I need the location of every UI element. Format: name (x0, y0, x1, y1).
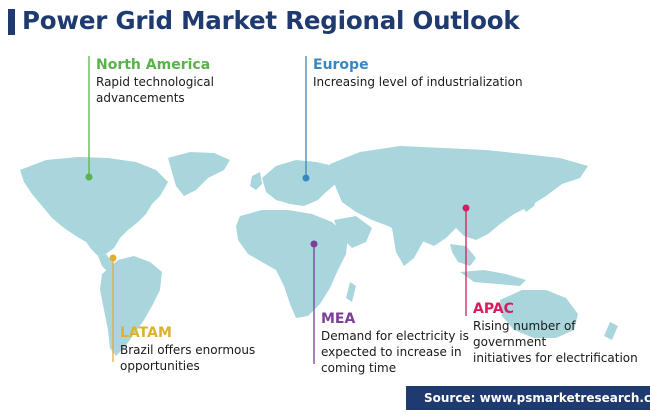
latam-callout: LATAM Brazil offers enormous opportuniti… (120, 324, 255, 374)
mea-description: Demand for electricity is expected to in… (321, 329, 469, 375)
india-shape (392, 226, 424, 266)
north-america-shape (20, 157, 168, 256)
madagascar-shape (346, 282, 356, 302)
north-america-description: Rapid technological advancements (96, 75, 214, 105)
arabia-shape (334, 216, 372, 248)
europe-marker (302, 174, 310, 182)
apac-callout: APAC Rising number of government initiat… (473, 300, 650, 366)
north-america-callout: North America Rapid technological advanc… (96, 56, 214, 106)
europe-description: Increasing level of industrialization (313, 75, 523, 89)
continents (20, 146, 618, 356)
latam-description: Brazil offers enormous opportunities (120, 343, 256, 373)
apac-marker (462, 204, 470, 212)
latam-marker (109, 254, 117, 262)
uk-shape (250, 172, 262, 190)
australia-shape (500, 290, 578, 338)
japan-shape (522, 186, 538, 212)
africa-shape (236, 210, 348, 318)
south-america-shape (100, 256, 162, 356)
latam-name: LATAM (120, 325, 172, 341)
europe-callout: Europe Increasing level of industrializa… (313, 56, 523, 90)
title-accent-bar (8, 9, 15, 35)
greenland-shape (168, 152, 230, 196)
apac-description: Rising number of government initiatives … (473, 319, 638, 365)
southeast-asia-shape (450, 244, 476, 266)
mea-callout: MEA Demand for electricity is expected t… (321, 310, 469, 376)
indonesia-shape (460, 270, 526, 286)
mea-name: MEA (321, 311, 356, 327)
europe-shape (262, 160, 344, 206)
north-america-marker (85, 173, 93, 181)
apac-name: APAC (473, 301, 514, 317)
north-america-name: North America (96, 57, 211, 73)
mea-marker (310, 240, 318, 248)
source-banner: Source: www.psmarketresearch.com (406, 386, 650, 410)
new-zealand-shape (604, 322, 618, 340)
europe-name: Europe (313, 57, 369, 73)
asia-shape (330, 146, 588, 246)
page-title: Power Grid Market Regional Outlook (22, 6, 520, 35)
